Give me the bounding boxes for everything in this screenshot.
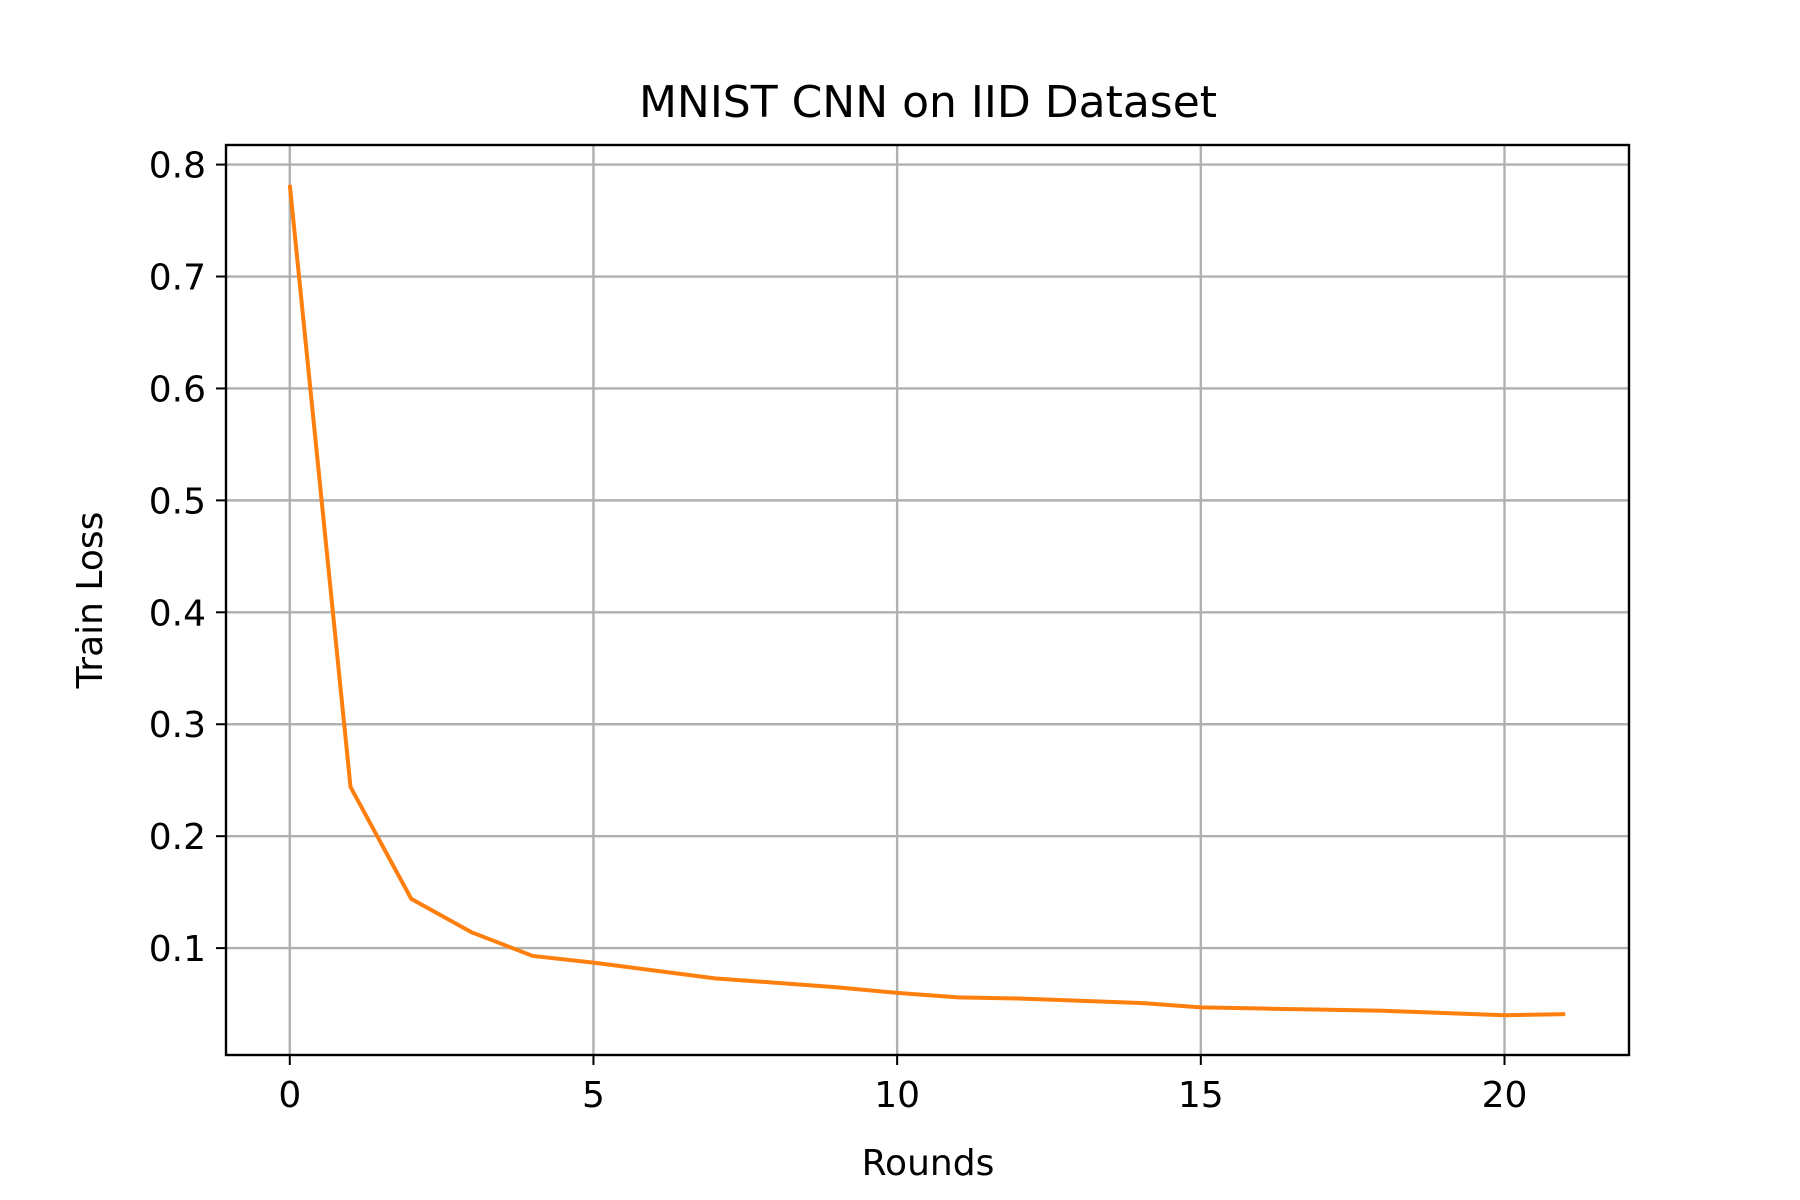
y-tick-label: 0.8 (149, 146, 206, 187)
x-tick-label: 20 (1482, 1075, 1528, 1116)
y-tick-label: 0.7 (149, 258, 206, 299)
y-tick-label: 0.5 (149, 481, 206, 522)
x-tick-label: 10 (874, 1075, 920, 1116)
series-layer (287, 184, 1566, 1018)
x-tick-label: 15 (1178, 1075, 1224, 1116)
x-axis-label: Rounds (862, 1143, 995, 1184)
y-tick-label: 0.6 (149, 369, 206, 410)
y-axis-label: Train Loss (70, 512, 111, 690)
y-tick-label: 0.2 (149, 817, 206, 858)
axis-ticks: 0 5 10 15 20 0.1 0.2 0.3 0.4 0.5 0.6 0.7 0.8 (149, 146, 1528, 1116)
x-tick-label: 0 (278, 1075, 301, 1116)
plot-frame (224, 143, 1631, 1057)
grid-lines (226, 145, 1629, 1055)
series-line (287, 184, 1566, 1018)
y-tick-label: 0.1 (149, 929, 206, 970)
y-tick-label: 0.4 (149, 593, 206, 634)
chart-title: MNIST CNN on IID Dataset (639, 77, 1217, 128)
y-tick-label: 0.3 (149, 705, 206, 746)
x-tick-label: 5 (582, 1075, 605, 1116)
